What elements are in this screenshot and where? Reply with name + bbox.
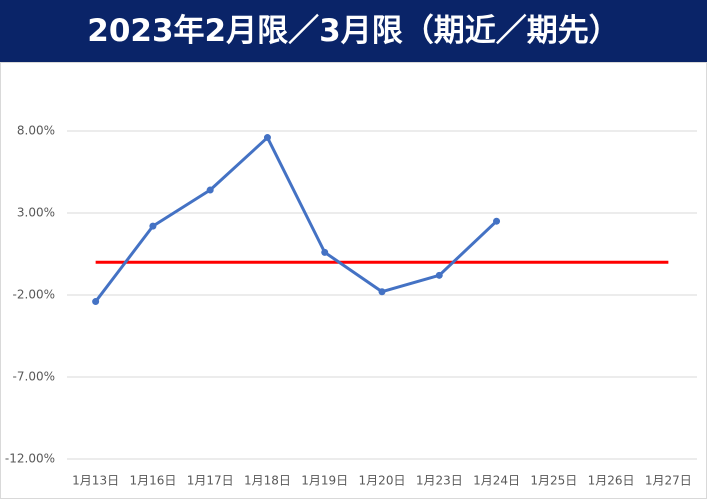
data-point [263,134,271,142]
y-tick-label: 3.00% [17,206,55,220]
y-tick-label: -2.00% [13,288,55,302]
x-tick-label: 1月26日 [588,474,635,488]
x-tick-label: 1月20日 [359,474,406,488]
chart-title: 2023年2月限／3月限（期近／期先） [0,0,707,62]
x-tick-label: 1月17日 [187,474,234,488]
y-tick-label: -12.00% [5,452,55,466]
y-tick-label: 8.00% [17,124,55,138]
data-point [149,222,157,230]
data-point [321,248,329,256]
x-tick-label: 1月25日 [530,474,577,488]
series-line [94,136,498,303]
x-tick-label: 1月24日 [473,474,520,488]
x-tick-label: 1月13日 [72,474,119,488]
x-tick-label: 1月16日 [129,474,176,488]
data-point [378,288,386,296]
x-tick-label: 1月23日 [416,474,463,488]
x-tick-label: 1月19日 [301,474,348,488]
x-tick-label: 1月27日 [645,474,692,488]
y-tick-label: -7.00% [13,370,55,384]
data-point [92,298,100,306]
data-point [435,271,443,279]
data-point [206,186,214,194]
chart-border [0,62,707,499]
x-tick-label: 1月18日 [244,474,291,488]
data-point [493,217,501,225]
